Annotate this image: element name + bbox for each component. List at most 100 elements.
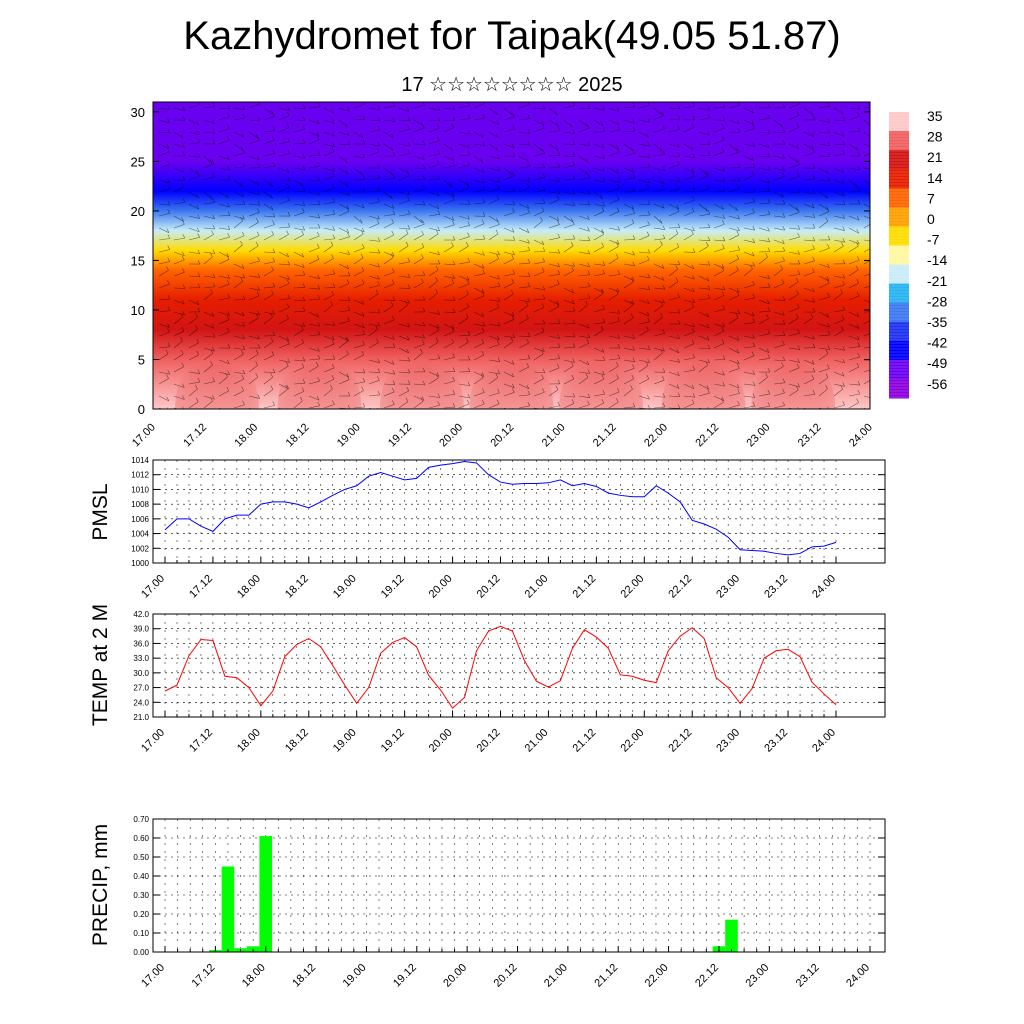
- colorbar-swatch: [889, 188, 909, 208]
- x-tick-label: 23.12: [794, 962, 822, 990]
- x-tick-label: 18.00: [235, 573, 263, 601]
- x-tick-label: 22.12: [666, 727, 694, 755]
- temp-panel: 21.0 24.0 27.0 30.0 33.0 36.0 39.0 42.0 TEMP at …: [89, 604, 886, 755]
- x-tick-label: 18.00: [240, 962, 268, 990]
- x-tick-label: 19.12: [379, 573, 407, 601]
- x-tick-label: 18.12: [290, 962, 318, 990]
- y-tick-label: 39.0: [133, 625, 149, 634]
- x-tick-label: 19.00: [331, 573, 359, 601]
- x-tick-label: 17.00: [139, 727, 167, 755]
- x-tick-label: 24.00: [810, 573, 838, 601]
- x-tick-label: 19.00: [331, 727, 359, 755]
- y-tick-label: 1002: [131, 544, 149, 553]
- warm-core: [469, 349, 554, 409]
- y-tick-label: 5: [138, 352, 145, 367]
- colorbar-label: 14: [927, 170, 943, 186]
- y-tick-label: 20: [131, 204, 145, 219]
- colorbar-label: -28: [927, 293, 947, 309]
- page-subtitle: 17 ☆☆☆☆☆☆☆☆ 2025: [401, 74, 623, 96]
- x-tick-label: 22.00: [618, 573, 646, 601]
- y-tick-label: 30.0: [133, 669, 149, 678]
- x-tick-label: 17.12: [181, 421, 209, 449]
- colorbar-label: -56: [927, 376, 947, 392]
- x-tick-label: 20.12: [475, 727, 503, 755]
- colorbar-swatch: [889, 245, 909, 266]
- y-tick-label: 0.40: [133, 872, 149, 881]
- x-tick-label: 23.00: [714, 573, 742, 601]
- colorbar-label: 7: [927, 190, 935, 206]
- colorbar-label: -42: [927, 335, 947, 351]
- precip-bar: [259, 836, 273, 952]
- x-tick-label: 21.12: [592, 962, 620, 990]
- x-tick-label: 21.12: [591, 421, 619, 449]
- x-tick-label: 23.12: [762, 573, 790, 601]
- y-tick-label: 0.20: [133, 910, 149, 919]
- colorbar-label: 35: [927, 108, 943, 124]
- x-tick-label: 20.12: [475, 573, 503, 601]
- x-tick-label: 22.00: [643, 962, 671, 990]
- colorbar-swatch: [889, 131, 909, 151]
- x-tick-label: 23.00: [745, 421, 773, 449]
- x-tick-label: 20.00: [427, 727, 455, 755]
- x-tick-label: 18.12: [283, 727, 311, 755]
- y-tick-label: 36.0: [133, 639, 149, 648]
- panel-frame: [152, 459, 886, 564]
- x-tick-label: 20.00: [441, 962, 469, 990]
- x-tick-label: 22.12: [693, 962, 721, 990]
- x-tick-label: 21.12: [571, 573, 599, 601]
- precip-panel: 0.00 0.10 0.20 0.30 0.40 0.50 0.60 0.70 PRECIP, …: [89, 815, 886, 990]
- x-tick-label: 17.12: [187, 727, 215, 755]
- x-tick-label: 23.00: [743, 962, 771, 990]
- y-tick-label: 0.10: [133, 929, 149, 938]
- x-tick-label: 18.12: [283, 573, 311, 601]
- y-tick-label: 1010: [131, 485, 149, 494]
- x-tick-label: 20.00: [427, 573, 455, 601]
- colorbar-swatch: [889, 302, 909, 323]
- x-tick-label: 21.00: [542, 962, 570, 990]
- y-tick-label: 0.50: [133, 853, 149, 862]
- page-title: Kazhydromet for Taipak(49.05 51.87): [183, 14, 841, 58]
- x-tick-label: 18.00: [235, 727, 263, 755]
- precip-bar: [221, 866, 235, 952]
- x-tick-label: 24.00: [810, 727, 838, 755]
- y-tick-label: 0.30: [133, 891, 149, 900]
- y-tick-label: 21.0: [133, 713, 149, 722]
- x-tick-label: 20.12: [492, 962, 520, 990]
- colorbar-swatch: [889, 378, 909, 399]
- colorbar-label: -21: [927, 273, 947, 289]
- colorbar-swatch: [889, 112, 909, 132]
- x-tick-label: 22.00: [642, 421, 670, 449]
- colorbar-label: -35: [927, 314, 947, 330]
- colorbar-swatch: [889, 169, 909, 189]
- x-tick-label: 18.00: [232, 421, 260, 449]
- y-tick-label: 24.0: [133, 698, 149, 707]
- x-tick-label: 22.12: [666, 573, 694, 601]
- x-tick-label: 23.12: [762, 727, 790, 755]
- colorbar-swatch: [889, 226, 909, 246]
- colorbar-swatch: [889, 264, 909, 285]
- warm-core: [379, 349, 464, 409]
- colorbar-swatch: [889, 359, 909, 380]
- x-tick-label: 21.00: [523, 573, 551, 601]
- data-line: [164, 625, 837, 709]
- cross-section-panel: 0 5 10 15 20 25 30 17.00 17.12 18.00 18.12 19.00 19.…: [130, 101, 875, 449]
- colorbar-swatch: [889, 321, 909, 342]
- y-tick-label: 10: [131, 303, 145, 318]
- colorbar-swatch: [889, 283, 909, 304]
- warm-core: [661, 349, 746, 409]
- x-tick-label: 21.00: [540, 421, 568, 449]
- y-tick-label: 1006: [131, 515, 149, 524]
- y-tick-label: 30: [131, 105, 145, 120]
- x-tick-label: 23.00: [714, 727, 742, 755]
- y-tick-label: 1012: [131, 471, 149, 480]
- x-tick-label: 19.00: [335, 421, 363, 449]
- colorbar-label: 21: [927, 149, 943, 165]
- x-tick-label: 21.12: [571, 727, 599, 755]
- x-tick-label: 24.00: [847, 421, 875, 449]
- y-tick-label: 0.60: [133, 834, 149, 843]
- panel-frame: [152, 613, 886, 718]
- x-tick-label: 17.12: [187, 573, 215, 601]
- x-tick-label: 19.00: [341, 962, 369, 990]
- wind-barbs: [158, 102, 870, 409]
